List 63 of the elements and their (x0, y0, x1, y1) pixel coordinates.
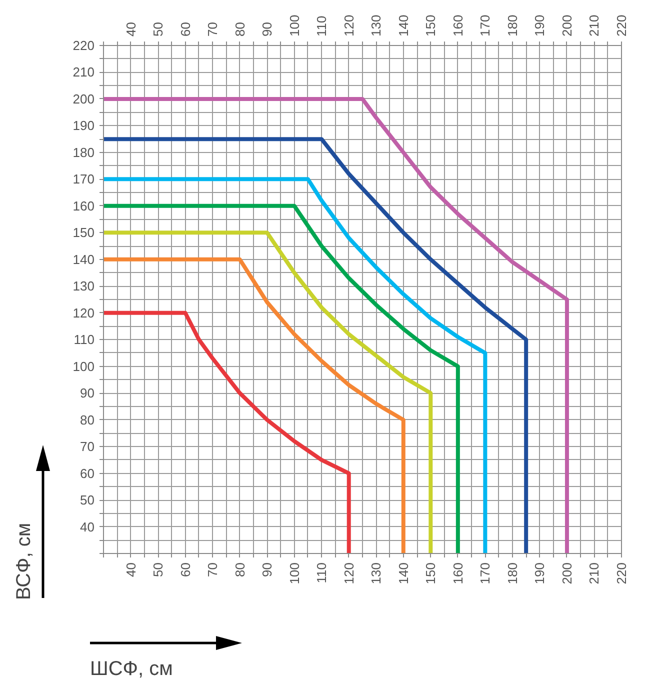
x2-tick-label: 60 (178, 22, 193, 36)
y-tick-label: 150 (72, 225, 95, 240)
x-tick-label: 200 (559, 562, 574, 584)
y-tick-label: 160 (72, 198, 95, 214)
x2-tick-label: 140 (396, 14, 411, 36)
y-tick-label: 110 (74, 332, 95, 348)
y-tick-label: 140 (72, 252, 95, 267)
x2-tick-label: 120 (341, 14, 356, 36)
x-tick-label: 190 (532, 562, 548, 584)
y-axis-title: ВСФ, см (12, 522, 36, 600)
y-tick-label: 190 (72, 118, 95, 134)
x2-tick-label: 130 (368, 14, 384, 36)
x-tick-label: 210 (586, 562, 602, 584)
y-tick-label: 130 (72, 278, 95, 294)
x-tick-label: 220 (614, 562, 629, 584)
x-tick-label: 180 (504, 562, 520, 584)
y-tick-label: 200 (72, 91, 95, 106)
x-tick-label: 160 (450, 562, 466, 584)
y-tick-label: 90 (80, 386, 95, 401)
x2-tick-label: 110 (314, 16, 330, 36)
y-tick-label: 40 (80, 519, 95, 534)
x2-tick-label: 210 (586, 14, 602, 36)
x-tick-label: 150 (423, 562, 438, 584)
y-tick-label: 210 (72, 64, 95, 80)
x2-tick-label: 220 (614, 14, 629, 36)
x-tick-label: 80 (232, 562, 248, 577)
x2-tick-label: 40 (123, 22, 138, 36)
y-tick-label: 170 (72, 172, 95, 187)
y-tick-label: 70 (80, 439, 95, 454)
y-tick-label: 80 (80, 412, 95, 428)
x-tick-label: 40 (123, 562, 138, 577)
x2-tick-label: 170 (478, 14, 493, 36)
x-tick-label: 100 (286, 562, 302, 584)
x-tick-label: 140 (396, 562, 411, 584)
x-tick-label: 70 (205, 562, 220, 577)
x-tick-label: 50 (150, 562, 166, 577)
y-tick-label: 220 (72, 38, 95, 53)
x2-tick-label: 190 (532, 14, 548, 36)
x-axis-title: ШСФ, см (90, 657, 173, 679)
x2-tick-label: 200 (559, 14, 574, 36)
x2-tick-label: 180 (504, 14, 520, 36)
x2-tick-label: 150 (423, 14, 438, 36)
x2-tick-label: 100 (286, 14, 302, 36)
y-tick-label: 120 (72, 305, 95, 320)
line-series (104, 96, 569, 554)
line-series (104, 137, 528, 554)
x2-tick-label: 50 (150, 22, 166, 36)
x-tick-label: 90 (260, 562, 275, 577)
x-tick-label: 120 (341, 562, 356, 584)
x2-tick-label: 160 (450, 14, 466, 36)
x-tick-label: 110 (314, 562, 330, 584)
x2-tick-label: 70 (205, 22, 220, 36)
y-tick-label: 50 (80, 492, 95, 508)
x-tick-label: 60 (178, 562, 193, 577)
x-tick-label: 130 (368, 562, 384, 584)
y-tick-label: 180 (72, 144, 95, 160)
line-series (104, 257, 406, 554)
x2-tick-label: 80 (232, 22, 248, 36)
line-series (104, 310, 351, 554)
x2-tick-label: 90 (260, 22, 275, 36)
y-tick-label: 60 (80, 466, 95, 481)
x-tick-label: 170 (478, 562, 493, 584)
y-tick-label: 100 (72, 358, 95, 374)
